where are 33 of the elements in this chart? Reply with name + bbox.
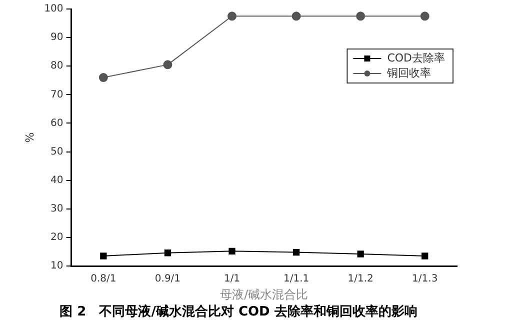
y-tick-label: 20 — [50, 232, 64, 244]
y-tick-label: 10 — [50, 260, 64, 272]
point — [292, 12, 301, 21]
point — [420, 12, 430, 21]
y-tick-label: 80 — [50, 60, 64, 72]
point — [356, 12, 366, 21]
point — [228, 12, 236, 21]
y-tick-label: 90 — [50, 32, 64, 44]
x-tick-label: 1/1 — [224, 274, 240, 285]
y-axis-title: % — [23, 132, 36, 143]
y-tick-label: 40 — [50, 174, 64, 186]
y-tick-label: 30 — [50, 203, 64, 214]
legend-label: 铜回收率 — [386, 66, 432, 80]
x-tick-label: 1/1.2 — [348, 274, 374, 285]
text: 图 2 不同母液/碱水混合比对 COD 去除率和铜回收率的影响 — [60, 304, 418, 320]
point — [163, 60, 172, 70]
x-tick-label: 1/1.1 — [283, 274, 310, 285]
y-tick-label: 60 — [50, 118, 64, 129]
legend-label: COD去除率 — [387, 51, 446, 64]
point — [98, 73, 108, 82]
x-tick-label: 0.9/1 — [154, 274, 181, 285]
x-tick-label: 0.8/1 — [90, 274, 116, 285]
y-tick-label: 100 — [44, 4, 64, 15]
point — [292, 248, 300, 256]
y-tick-label: 50 — [50, 146, 64, 158]
point — [100, 252, 107, 260]
x-tick-label: 1/1.3 — [412, 274, 438, 285]
x-axis-title: 母液/碱水混合比 — [220, 287, 308, 302]
y-tick-label: 70 — [50, 89, 64, 100]
point — [357, 250, 364, 258]
point — [164, 250, 172, 256]
point — [422, 252, 428, 260]
point — [228, 248, 236, 254]
